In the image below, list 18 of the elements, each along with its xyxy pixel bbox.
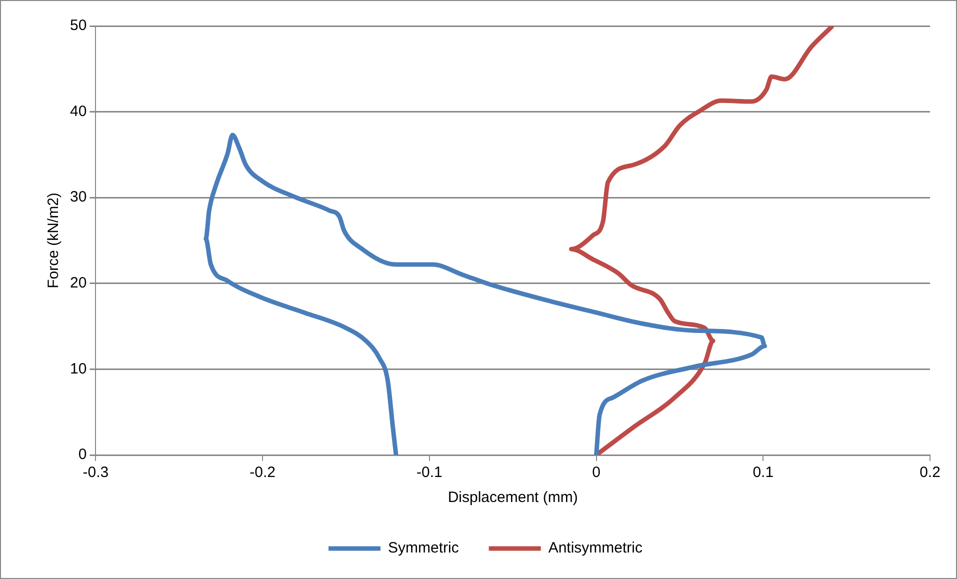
- x-tick-label: 0: [592, 464, 600, 482]
- y-axis-title: Force (kN/m2): [45, 192, 62, 288]
- x-tick-label: 0.1: [752, 464, 774, 482]
- y-tick-label: 40: [70, 102, 87, 120]
- x-tick-label: 0.2: [920, 464, 940, 482]
- x-tick-label: -0.3: [82, 464, 109, 482]
- x-tick-label: -0.2: [250, 464, 276, 482]
- y-tick-label: 20: [70, 274, 87, 292]
- y-tick-label: 50: [70, 17, 87, 34]
- y-tick-label: 0: [78, 446, 87, 464]
- y-tick-label: 30: [70, 188, 87, 206]
- line-series: [568, 26, 834, 455]
- x-tick-label: -0.1: [416, 464, 442, 482]
- y-tick-label: 10: [70, 360, 87, 378]
- line-series: [204, 132, 768, 455]
- legend-label: Symmetric: [388, 540, 460, 557]
- legend-label: Antisymmetric: [548, 540, 644, 557]
- x-axis-title: Displacement (mm): [448, 489, 578, 506]
